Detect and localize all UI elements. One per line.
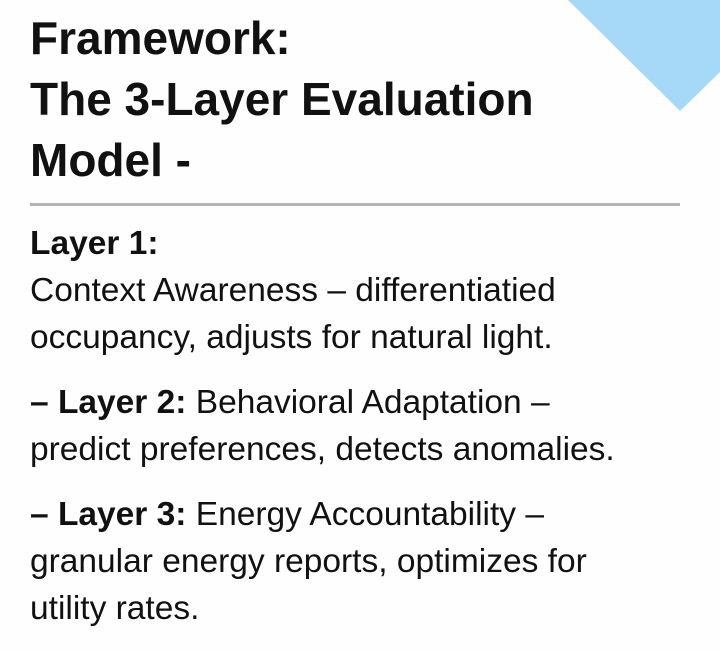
- title-line: Model -: [30, 134, 191, 186]
- title-line: Framework:: [30, 12, 291, 64]
- layer-label: – Layer 3:: [30, 496, 187, 533]
- layer-text: occupancy, adjusts for natural light.: [30, 319, 553, 356]
- layer-text: Behavioral Adaptation –: [186, 384, 550, 421]
- layer-text: predict preferences, detects anomalies.: [30, 431, 615, 468]
- title-line: The 3-Layer Evaluation: [30, 73, 534, 125]
- layer-3: – Layer 3: Energy Accountability – granu…: [30, 491, 710, 632]
- layer-list: Layer 1: Context Awareness – differentia…: [30, 220, 710, 650]
- divider: [30, 203, 680, 206]
- layer-label: – Layer 2:: [30, 384, 187, 421]
- layer-2: – Layer 2: Behavioral Adaptation – predi…: [30, 379, 710, 473]
- layer-1: Layer 1: Context Awareness – differentia…: [30, 220, 710, 361]
- layer-text: Energy Accountability –: [186, 496, 544, 533]
- layer-text: granular energy reports, optimizes for u…: [30, 543, 587, 627]
- layer-text: Context Awareness – differentiatied: [30, 272, 556, 309]
- layer-label: Layer 1:: [30, 225, 159, 262]
- page-title: Framework: The 3-Layer Evaluation Model …: [30, 8, 670, 191]
